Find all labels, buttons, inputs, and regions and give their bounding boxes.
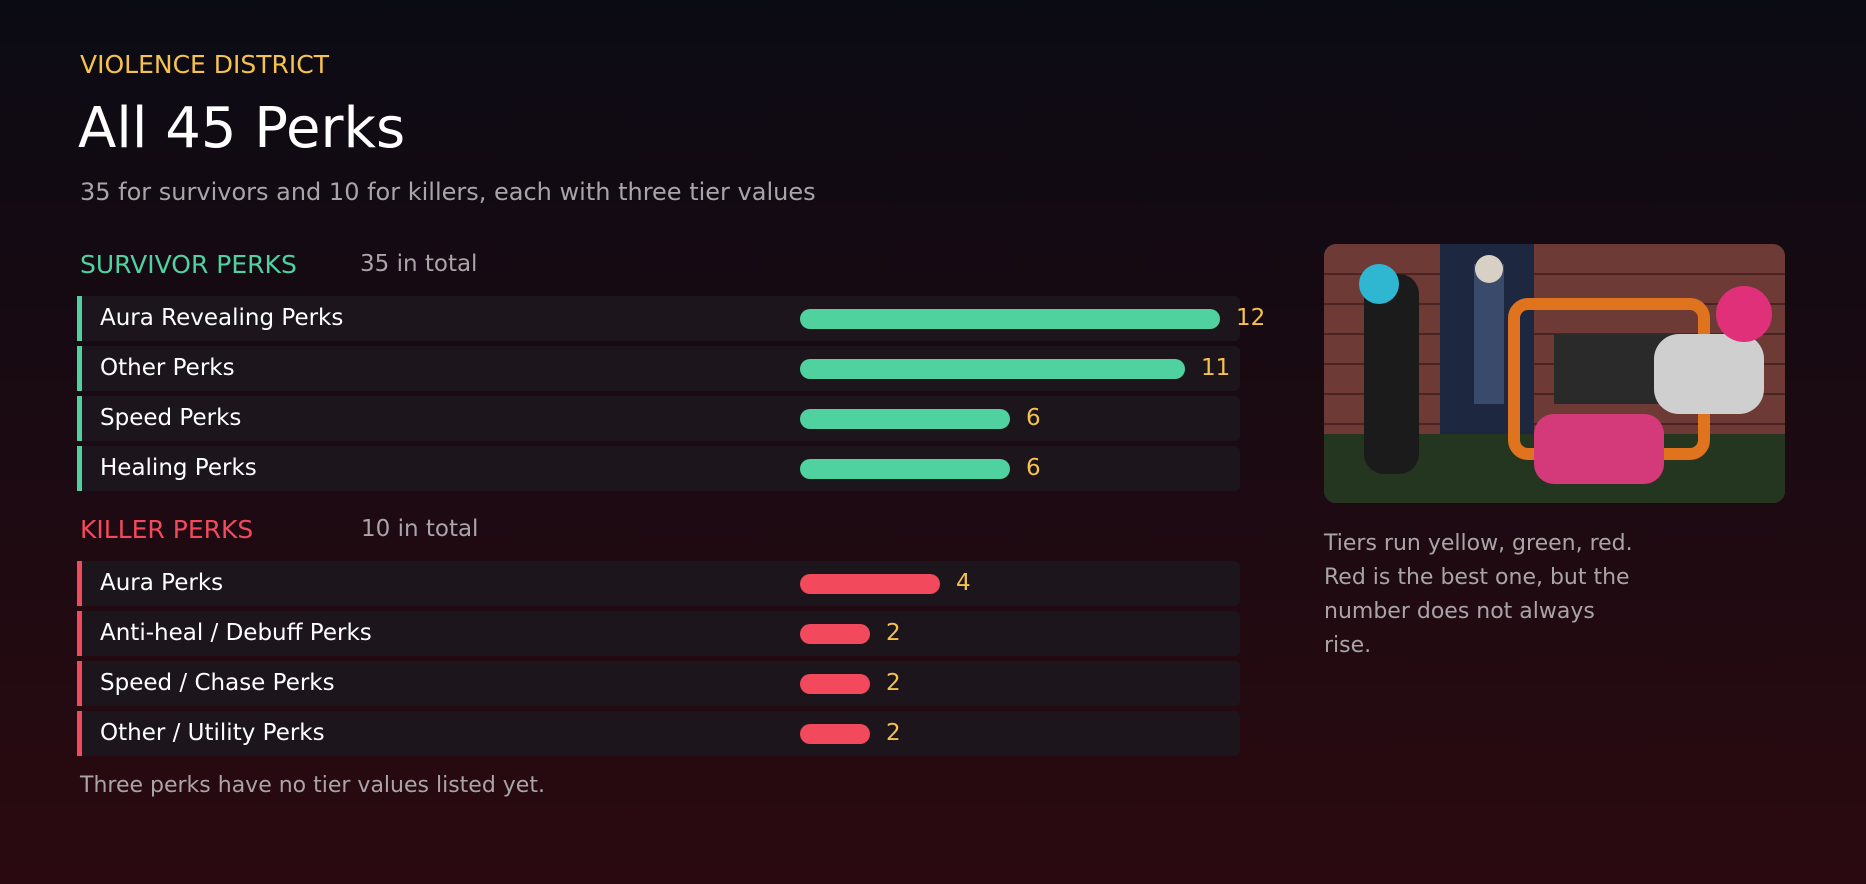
bar [800,674,870,694]
row-label: Anti-heal / Debuff Perks [100,620,372,646]
aside-note: Tiers run yellow, green, red. Red is the… [1324,531,1633,658]
bar [800,409,1010,429]
perk-row: Anti-heal / Debuff Perks 2 [77,611,1240,656]
row-accent [77,561,82,606]
perk-row: Aura Perks 4 [77,561,1240,606]
bar [800,574,940,594]
row-label: Aura Revealing Perks [100,305,344,331]
row-accent [77,346,82,391]
row-accent [77,396,82,441]
row-accent [77,661,82,706]
group-title: SURVIVOR PERKS [80,250,297,279]
row-label: Healing Perks [100,455,257,481]
perk-row: Speed Perks 6 [77,396,1240,441]
group-title: KILLER PERKS [80,515,254,544]
value-label: 4 [956,570,971,596]
value-label: 2 [886,620,901,646]
bar [800,359,1185,379]
eyebrow: VIOLENCE DISTRICT [80,50,330,79]
group-total: 10 in total [361,516,479,542]
row-accent [77,296,82,341]
value-label: 6 [1026,455,1041,481]
footnote: Three perks have no tier values listed y… [80,773,545,798]
perk-row: Speed / Chase Perks 2 [77,661,1240,706]
subtitle: 35 for survivors and 10 for killers, eac… [80,178,816,206]
row-accent [77,711,82,756]
bar [800,309,1220,329]
row-label: Aura Perks [100,570,224,596]
row-label: Other Perks [100,355,235,381]
group-total: 35 in total [360,251,478,277]
bar [800,624,870,644]
perk-row: Other Perks 11 [77,346,1240,391]
perk-row: Healing Perks 6 [77,446,1240,491]
row-accent [77,611,82,656]
value-label: 11 [1201,355,1231,381]
bar [800,459,1010,479]
bar [800,724,870,744]
title: All 45 Perks [78,96,406,161]
value-label: 6 [1026,405,1041,431]
row-accent [77,446,82,491]
perk-row: Other / Utility Perks 2 [77,711,1240,756]
perk-row: Aura Revealing Perks 12 [77,296,1265,341]
row-label: Other / Utility Perks [100,720,325,746]
value-label: 12 [1236,305,1266,331]
value-label: 2 [886,720,901,746]
value-label: 2 [886,670,901,696]
row-label: Speed / Chase Perks [100,670,335,696]
illustration [1324,244,1785,503]
row-label: Speed Perks [100,405,242,431]
